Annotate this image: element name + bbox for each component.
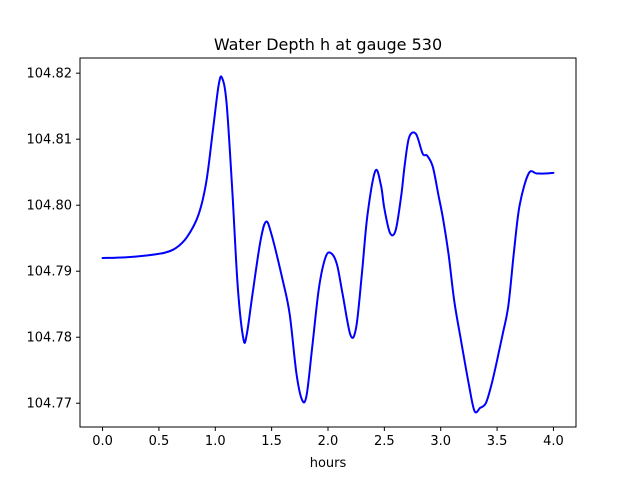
- y-tick-label: 104.80: [27, 199, 73, 214]
- y-tick-label: 104.82: [27, 67, 73, 82]
- x-tick-label: 3.5: [487, 434, 508, 449]
- plot-area: [80, 58, 576, 427]
- x-tick-label: 2.5: [374, 434, 395, 449]
- x-tick-label: 4.0: [543, 434, 564, 449]
- x-tick-label: 1.5: [261, 434, 282, 449]
- chart-title: Water Depth h at gauge 530: [214, 35, 442, 54]
- x-tick-label: 1.0: [205, 434, 226, 449]
- x-tick-label: 0.5: [149, 434, 170, 449]
- y-tick-label: 104.77: [27, 397, 73, 412]
- x-axis-label: hours: [310, 456, 347, 471]
- series-line: [101, 75, 555, 414]
- y-tick-label: 104.78: [27, 331, 73, 346]
- x-axis-ticks: 0.0 0.5 1.0 1.5 2.0 2.5 3.0 3.5 4.0: [92, 427, 564, 449]
- plot-frame: [79, 57, 577, 428]
- x-tick-label: 3.0: [430, 434, 451, 449]
- x-tick-label: 0.0: [92, 434, 113, 449]
- x-tick-label: 2.0: [318, 434, 339, 449]
- y-axis-ticks: 104.77 104.78 104.79 104.80 104.81 104.82: [27, 67, 80, 412]
- y-tick-label: 104.81: [27, 133, 73, 148]
- y-tick-label: 104.79: [27, 265, 73, 280]
